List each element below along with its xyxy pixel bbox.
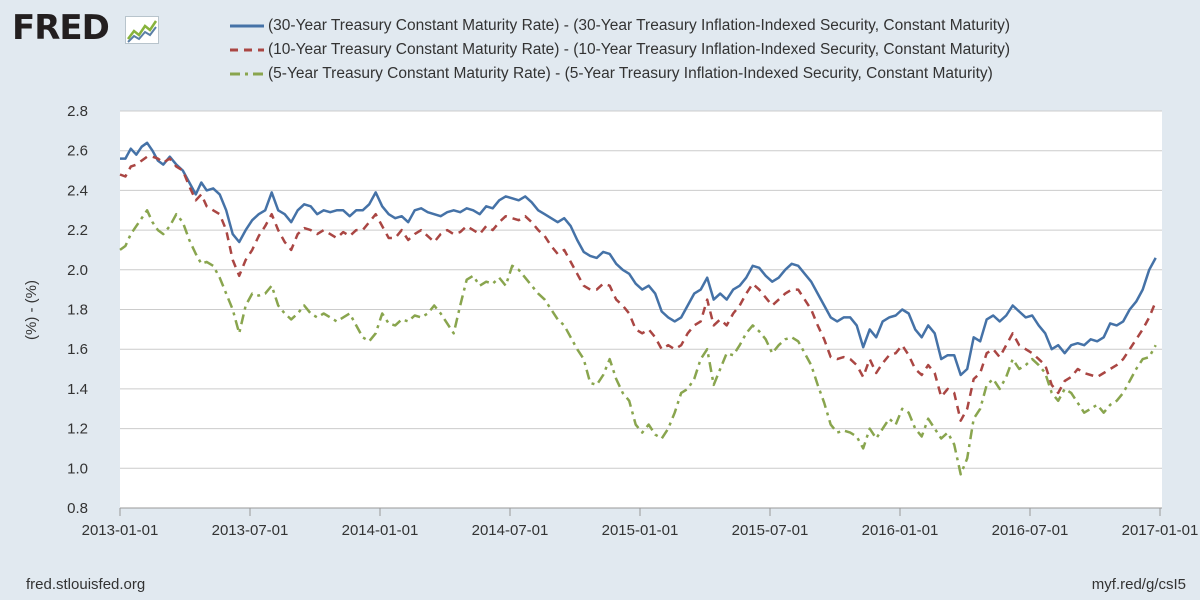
- x-tick-label: 2014-01-01: [342, 522, 419, 539]
- y-tick-label: 1.6: [67, 341, 88, 358]
- x-tick-label: 2015-07-01: [732, 522, 809, 539]
- x-tick-label: 2015-01-01: [602, 522, 679, 539]
- legend-swatch-10-year: [230, 48, 264, 52]
- legend-entry-5-year[interactable]: (5-Year Treasury Constant Maturity Rate)…: [230, 62, 1190, 86]
- series-line-30-year: [120, 141, 1157, 377]
- series-line-10-year: [119, 155, 1157, 422]
- y-tick-label: 1.8: [67, 302, 88, 319]
- legend-label-30-year: (30-Year Treasury Constant Maturity Rate…: [268, 17, 1011, 34]
- y-tick-label: 2.4: [67, 182, 88, 199]
- legend-swatch-30-year: [230, 24, 264, 28]
- chart-legend: (30-Year Treasury Constant Maturity Rate…: [230, 14, 1190, 86]
- x-axis-tick-labels: 2013-01-01 2013-07-01 2014-01-01 2014-07-01…: [82, 507, 1199, 539]
- y-tick-label: 2.2: [67, 222, 88, 239]
- y-tick-label: 2.6: [67, 143, 88, 160]
- fred-logo: FRED: [12, 8, 162, 48]
- x-tick-label: 2016-01-01: [862, 522, 939, 539]
- gridlines: [120, 110, 1162, 509]
- y-tick-label: 2.0: [67, 262, 88, 279]
- trend-chart-icon: [125, 16, 159, 44]
- y-tick-label: 1.4: [67, 381, 88, 398]
- series-lines: [119, 141, 1157, 476]
- legend-entry-10-year[interactable]: (10-Year Treasury Constant Maturity Rate…: [230, 38, 1190, 62]
- x-tick-label: 2013-01-01: [82, 522, 159, 539]
- short-link[interactable]: myf.red/g/csI5: [1091, 576, 1186, 593]
- y-axis-tick-labels: 0.8 1.0 1.2 1.4 1.6 1.8 2.0 2.2 2.4 2.6 2.8: [67, 103, 88, 517]
- y-tick-label: 2.8: [67, 103, 88, 120]
- x-tick-label: 2016-07-01: [992, 522, 1069, 539]
- y-tick-label: 1.2: [67, 421, 88, 438]
- x-tick-label: 2017-01-01: [1122, 522, 1199, 539]
- legend-label-5-year: (5-Year Treasury Constant Maturity Rate)…: [268, 65, 993, 82]
- legend-entry-30-year[interactable]: (30-Year Treasury Constant Maturity Rate…: [230, 14, 1190, 38]
- legend-swatch-5-year: [230, 72, 264, 76]
- source-url[interactable]: fred.stlouisfed.org: [26, 576, 146, 593]
- x-tick-label: 2014-07-01: [472, 522, 549, 539]
- fred-logo-text: FRED: [12, 8, 110, 48]
- y-tick-label: 1.0: [67, 460, 88, 477]
- y-tick-label: 0.8: [67, 500, 88, 517]
- x-tick-label: 2013-07-01: [212, 522, 289, 539]
- y-axis-label: (%) - (%): [23, 280, 40, 340]
- legend-label-10-year: (10-Year Treasury Constant Maturity Rate…: [268, 41, 1011, 58]
- series-line-5-year: [119, 209, 1157, 476]
